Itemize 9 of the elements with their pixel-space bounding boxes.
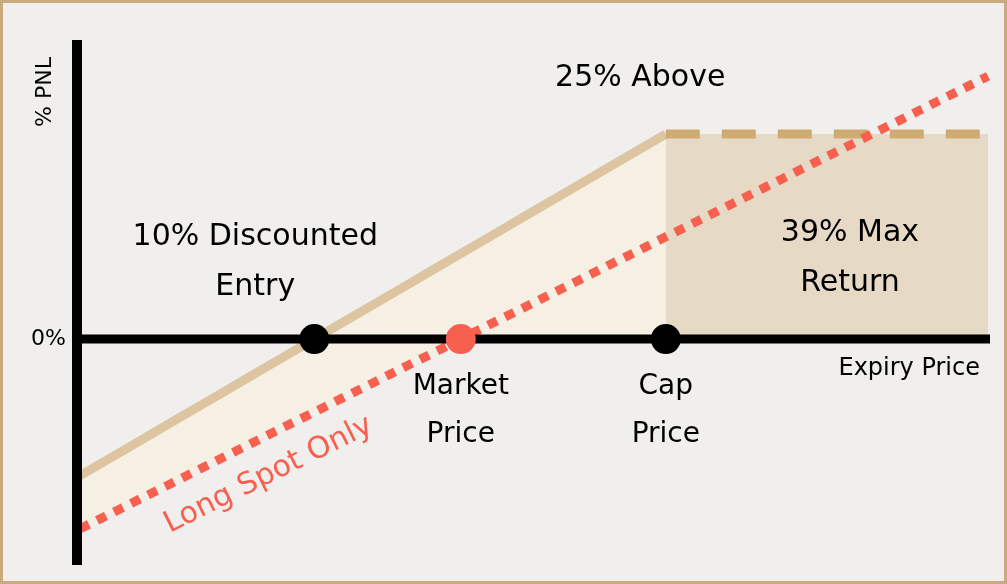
annotation: 25% Above	[555, 57, 726, 93]
x-tick-label: Market Price	[412, 368, 509, 450]
x-axis-title: Expiry Price	[838, 353, 980, 382]
annotation: 10% Discounted Entry	[132, 216, 378, 302]
y-axis-title: % PNL	[30, 56, 56, 127]
x-tick-label: Cap Price	[631, 368, 700, 450]
text: Long Spot Only	[157, 405, 378, 540]
text: 0%	[31, 324, 66, 350]
annotation: 39% Max Return	[780, 212, 920, 298]
